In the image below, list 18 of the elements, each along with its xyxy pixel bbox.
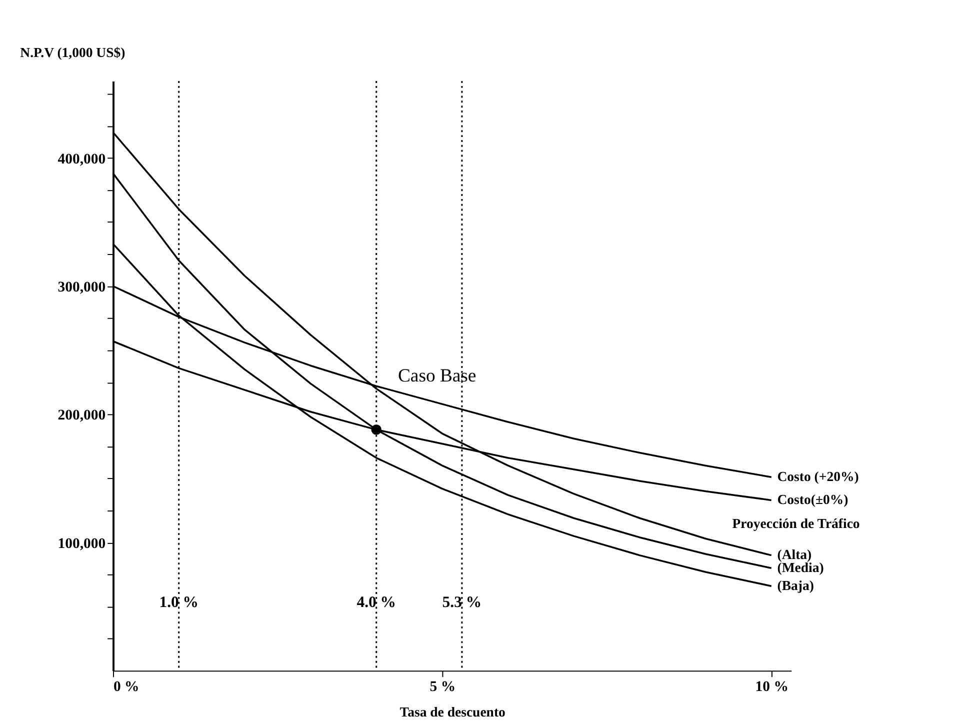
- x-tick-label: 0 %: [114, 678, 140, 695]
- series-label: Costo (+20%): [777, 469, 859, 484]
- y-tick-label: 200,000: [58, 408, 106, 424]
- x-tick-label: 10 %: [755, 678, 788, 695]
- ref-line-label: 5.3 %: [442, 594, 482, 611]
- ref-line-label: 4.0 %: [356, 594, 396, 611]
- ref-line-label: 1.0 %: [159, 594, 198, 611]
- annotation: Proyección de Tráfico: [732, 516, 860, 531]
- series-label: (Baja): [777, 578, 814, 594]
- y-tick-label: 400,000: [58, 151, 106, 168]
- x-axis-title: Tasa de descuento: [400, 704, 506, 720]
- x-tick-label: 5 %: [430, 678, 456, 695]
- series-label: (Alta): [777, 547, 812, 562]
- y-tick-label: 300,000: [58, 280, 106, 296]
- y-axis-title: N.P.V (1,000 US$): [20, 44, 126, 60]
- series-label: Costo(±0%): [777, 492, 848, 508]
- y-tick-label: 100,000: [58, 536, 106, 552]
- annotation: Caso Base: [398, 366, 476, 387]
